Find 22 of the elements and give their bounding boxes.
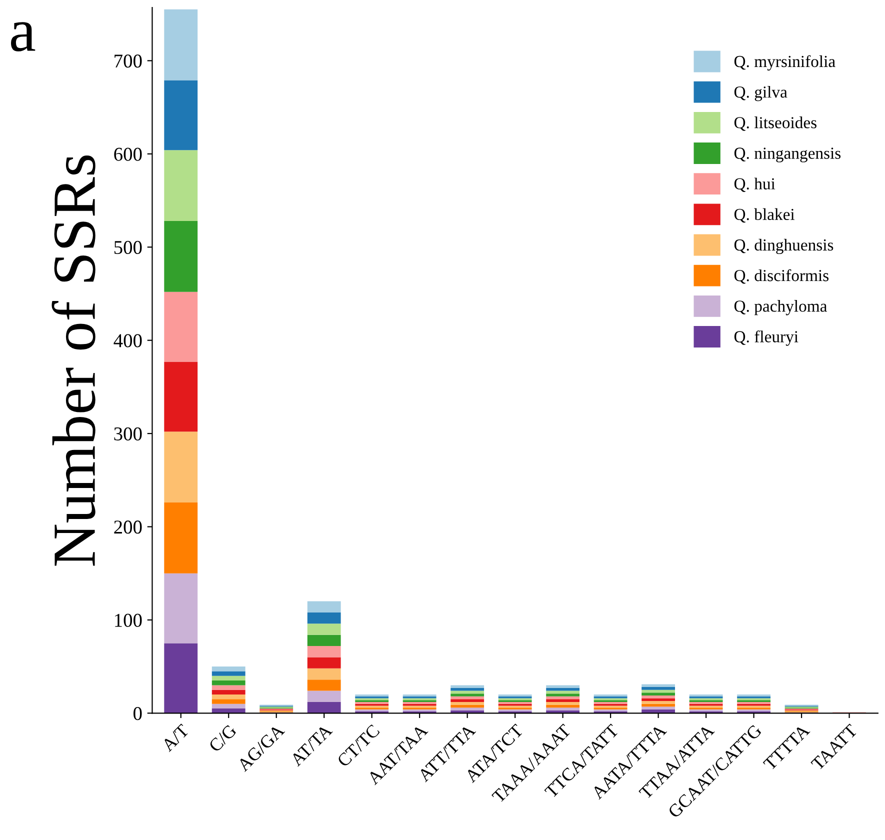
y-tick-label: 200 (114, 520, 142, 534)
legend-label: Q. hui (734, 178, 776, 192)
legend-label: Q. gilva (734, 86, 788, 102)
legend-label: Q. myrsinifolia (734, 55, 836, 71)
y-tick-label: 0 (134, 706, 142, 720)
legend-label: Q. litseoides (734, 116, 816, 131)
x-tick-label: C/G (208, 724, 238, 753)
legend-label: Q. blakei (734, 208, 795, 223)
x-tick-label: A/T (160, 724, 190, 752)
legend-label: Q. dinghuensis (734, 238, 834, 254)
y-tick-label: 500 (114, 240, 142, 254)
y-tick-label: 700 (114, 54, 142, 68)
y-tick-label: 100 (115, 614, 142, 627)
legend-label: Q. disciformis (734, 269, 829, 284)
y-tick-label: 400 (114, 334, 142, 348)
y-tick-label: 300 (114, 427, 142, 440)
y-tick-label: 600 (114, 148, 142, 161)
y-axis-title: Number of SSRs (52, 155, 96, 566)
legend-label: Q. pachyloma (734, 300, 828, 316)
legend-label: Q. ningangensis (734, 148, 841, 162)
text: a (11, 22, 36, 52)
legend-label: Q. fleuryi (734, 330, 798, 346)
